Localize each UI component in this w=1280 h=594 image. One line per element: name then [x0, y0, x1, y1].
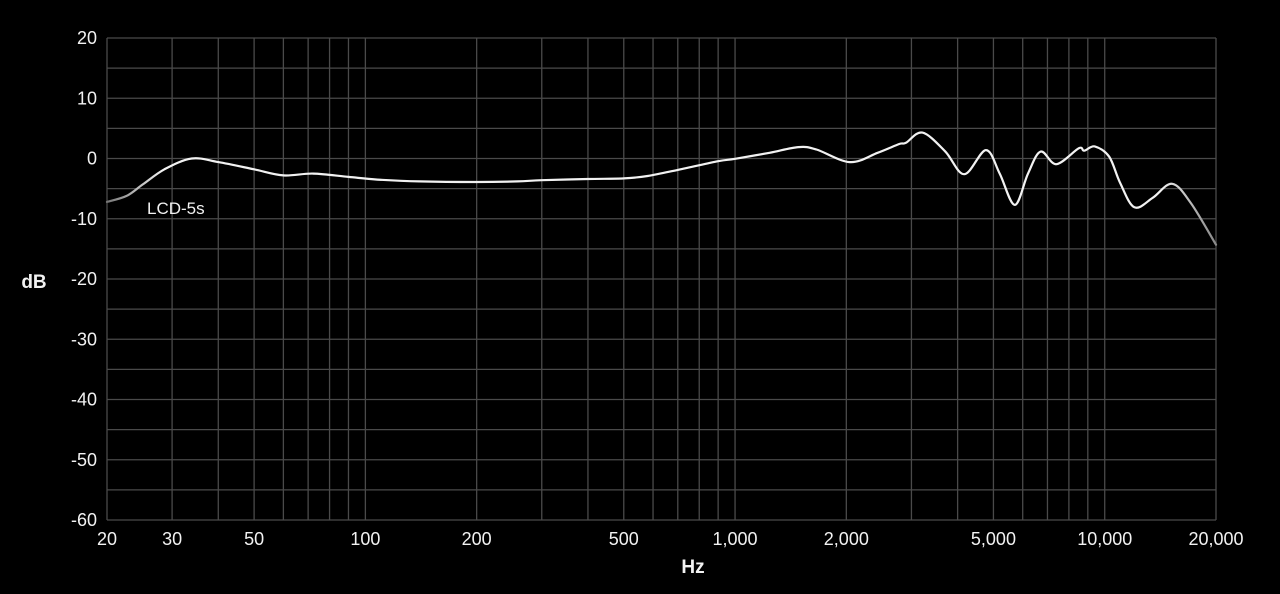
y-tick-label: -30 — [71, 329, 97, 349]
y-axis-title: dB — [21, 272, 46, 293]
y-tick-labels: 20 10 0 -10 -20 -30 -40 -50 -60 — [71, 28, 97, 530]
x-tick-label: 20,000 — [1188, 529, 1243, 549]
x-tick-label: 5,000 — [971, 529, 1016, 549]
x-tick-label: 20 — [97, 529, 117, 549]
x-tick-label: 2,000 — [824, 529, 869, 549]
x-tick-label: 200 — [462, 529, 492, 549]
x-tick-label: 10,000 — [1077, 529, 1132, 549]
x-tick-label: 30 — [162, 529, 182, 549]
x-tick-label: 1,000 — [713, 529, 758, 549]
x-tick-labels: 20 30 50 100 200 500 1,000 2,000 5,000 10,000 20,0… — [97, 529, 1244, 549]
y-tick-label: -40 — [71, 390, 97, 410]
y-tick-label: -50 — [71, 450, 97, 470]
y-tick-label: -60 — [71, 510, 97, 530]
x-tick-label: 100 — [350, 529, 380, 549]
x-tick-label: 50 — [244, 529, 264, 549]
y-tick-label: 20 — [77, 28, 97, 48]
series-label: LCD-5s — [147, 199, 205, 218]
y-tick-label: 0 — [87, 149, 97, 169]
x-tick-label: 500 — [609, 529, 639, 549]
y-tick-label: -20 — [71, 269, 97, 289]
y-tick-label: -10 — [71, 209, 97, 229]
grid — [106, 37, 1217, 521]
y-tick-label: 10 — [77, 88, 97, 108]
x-axis-title: Hz — [681, 557, 704, 578]
series-line-lcd-5s — [105, 131, 1218, 246]
